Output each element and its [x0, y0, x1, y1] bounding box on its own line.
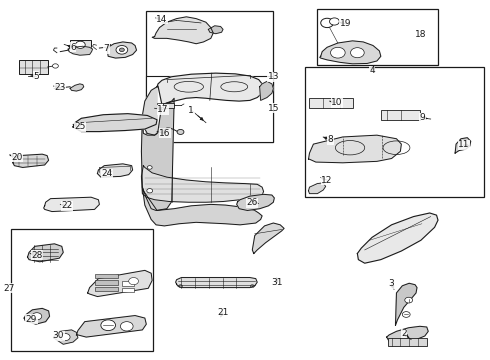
Text: 30: 30 [52, 332, 64, 341]
Bar [388, 338, 427, 346]
Bar [19, 60, 48, 74]
Text: 6: 6 [70, 43, 76, 52]
Bar [11, 229, 153, 351]
Text: 10: 10 [331, 98, 343, 107]
Polygon shape [73, 114, 157, 132]
Text: 11: 11 [458, 140, 469, 149]
Polygon shape [395, 283, 417, 325]
Bar [122, 288, 134, 292]
Polygon shape [76, 316, 147, 337]
Text: 7: 7 [103, 44, 109, 53]
Circle shape [121, 321, 133, 331]
Bar [95, 280, 118, 285]
Polygon shape [152, 17, 213, 44]
Polygon shape [13, 154, 49, 167]
Text: 20: 20 [11, 153, 23, 162]
Circle shape [177, 130, 184, 134]
Polygon shape [44, 197, 99, 212]
Bar [157, 103, 163, 107]
Polygon shape [68, 46, 93, 55]
Polygon shape [107, 42, 137, 58]
Bar [317, 9, 438, 65]
Polygon shape [53, 330, 78, 344]
Text: 24: 24 [101, 169, 113, 178]
Bar [146, 12, 273, 142]
Bar [95, 287, 118, 291]
Text: 21: 21 [218, 308, 229, 317]
Bar [305, 67, 485, 197]
Bar [95, 274, 118, 278]
Circle shape [101, 320, 116, 330]
Circle shape [402, 312, 410, 318]
Text: 4: 4 [369, 66, 375, 75]
Text: 18: 18 [415, 30, 427, 39]
Polygon shape [175, 278, 257, 288]
Text: 27: 27 [4, 284, 15, 293]
Polygon shape [357, 213, 438, 263]
Text: 26: 26 [246, 198, 258, 207]
Text: 31: 31 [271, 278, 283, 287]
Polygon shape [455, 138, 471, 153]
Text: 2: 2 [401, 329, 407, 338]
Circle shape [52, 64, 58, 68]
Polygon shape [208, 26, 223, 34]
Text: 9: 9 [419, 113, 425, 122]
Text: 1: 1 [188, 105, 194, 114]
Polygon shape [157, 73, 264, 105]
Text: 22: 22 [62, 201, 73, 210]
Circle shape [129, 278, 139, 285]
Polygon shape [309, 183, 326, 194]
Circle shape [321, 18, 333, 28]
Polygon shape [27, 244, 63, 262]
Polygon shape [260, 81, 273, 100]
Circle shape [147, 189, 153, 193]
Text: 29: 29 [26, 315, 37, 324]
Circle shape [32, 313, 42, 320]
Polygon shape [142, 98, 174, 211]
Polygon shape [237, 194, 274, 211]
Ellipse shape [331, 47, 345, 58]
Bar [163, 103, 173, 108]
Circle shape [405, 297, 413, 303]
Polygon shape [142, 166, 264, 202]
Polygon shape [98, 164, 133, 177]
Text: 14: 14 [156, 15, 168, 24]
Text: 19: 19 [340, 19, 351, 28]
Bar [381, 110, 420, 120]
Text: 5: 5 [33, 72, 39, 81]
Circle shape [75, 41, 85, 48]
Circle shape [120, 48, 124, 51]
Polygon shape [88, 270, 152, 297]
Polygon shape [70, 84, 84, 91]
Polygon shape [320, 41, 381, 64]
Text: 23: 23 [54, 83, 66, 92]
Text: 28: 28 [32, 251, 43, 260]
Text: 16: 16 [159, 129, 171, 138]
Polygon shape [143, 187, 262, 226]
Bar [310, 98, 353, 108]
Text: 15: 15 [268, 104, 279, 113]
Polygon shape [309, 135, 401, 163]
Text: 3: 3 [389, 279, 394, 288]
Bar [146, 76, 273, 142]
Text: 13: 13 [268, 72, 279, 81]
Circle shape [60, 333, 70, 341]
Circle shape [330, 18, 339, 25]
Text: 8: 8 [328, 135, 333, 144]
Text: 25: 25 [74, 122, 86, 131]
Ellipse shape [350, 48, 364, 58]
Polygon shape [143, 87, 157, 135]
Text: 17: 17 [157, 105, 169, 114]
Circle shape [147, 166, 152, 169]
Circle shape [116, 45, 128, 54]
Polygon shape [252, 223, 284, 253]
Bar [122, 282, 134, 286]
Bar [70, 40, 91, 49]
Text: 12: 12 [321, 176, 333, 185]
Polygon shape [24, 309, 49, 324]
Polygon shape [387, 326, 428, 343]
